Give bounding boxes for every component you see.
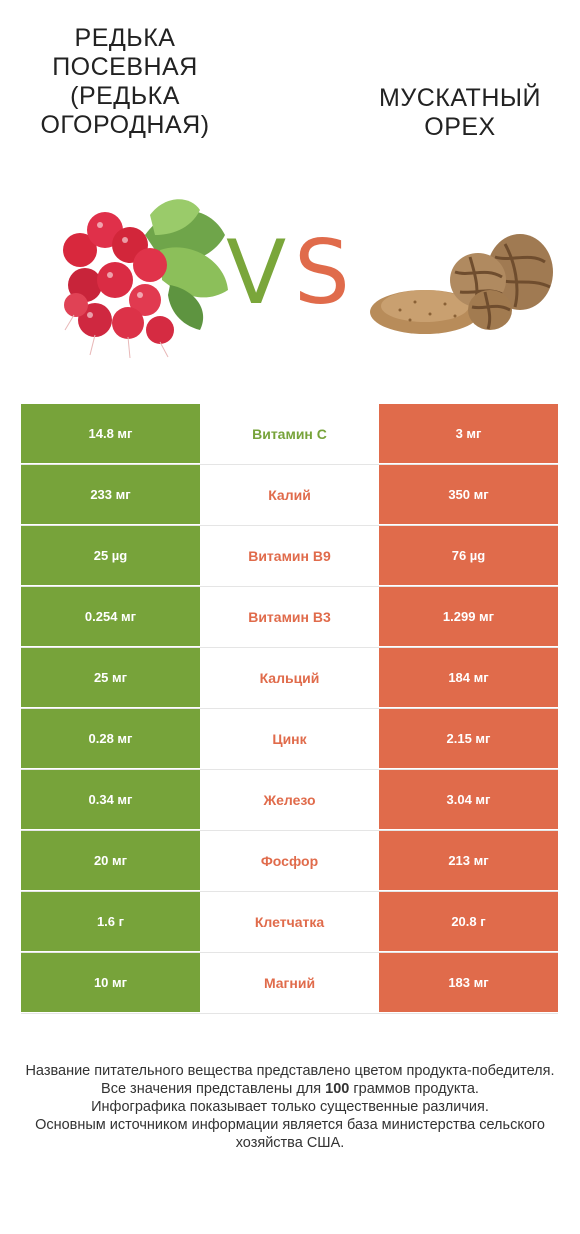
table-row: 20 мг Фосфор 213 мг <box>21 831 558 892</box>
right-value: 3.04 мг <box>379 770 558 829</box>
left-value: 14.8 мг <box>21 404 200 463</box>
footnote-line-2-pre: Все значения представлены для <box>101 1081 326 1097</box>
left-value: 10 мг <box>21 953 200 1012</box>
nutrient-name: Витамин B9 <box>200 526 379 585</box>
left-value: 25 µg <box>21 526 200 585</box>
vs-letter-s: S <box>294 221 350 324</box>
footnote-line-2-post: граммов продукта. <box>349 1081 479 1097</box>
left-value: 0.254 мг <box>21 587 200 646</box>
nutrient-name: Калий <box>200 465 379 524</box>
nutrient-name: Витамин C <box>200 404 379 463</box>
nutrient-name: Цинк <box>200 709 379 768</box>
left-value: 25 мг <box>21 648 200 707</box>
right-value: 2.15 мг <box>379 709 558 768</box>
right-value: 184 мг <box>379 648 558 707</box>
nutrient-name: Витамин B3 <box>200 587 379 646</box>
table-row: 10 мг Магний 183 мг <box>21 953 558 1014</box>
table-row: 233 мг Калий 350 мг <box>21 465 558 526</box>
right-value: 76 µg <box>379 526 558 585</box>
radish-image <box>63 199 228 359</box>
nutmeg-image <box>370 234 553 334</box>
right-product-title: Мускатный орех <box>379 84 541 141</box>
right-value: 350 мг <box>379 465 558 524</box>
left-value: 0.28 мг <box>21 709 200 768</box>
table-row: 25 мг Кальций 184 мг <box>21 648 558 709</box>
left-product-title: Редька посевная (Редька огородная) <box>40 24 210 139</box>
right-value: 213 мг <box>379 831 558 890</box>
nutrient-name: Клетчатка <box>200 892 379 951</box>
vs-letter-v: V <box>226 221 287 324</box>
table-row: 0.34 мг Железо 3.04 мг <box>21 770 558 831</box>
footnote-line-4: Основным источником информации является … <box>35 1117 545 1151</box>
left-value: 20 мг <box>21 831 200 890</box>
table-row: 25 µg Витамин B9 76 µg <box>21 526 558 587</box>
table-row: 0.254 мг Витамин B3 1.299 мг <box>21 587 558 648</box>
footnote-line-3: Инфографика показывает только существенн… <box>91 1099 489 1115</box>
left-value: 1.6 г <box>21 892 200 951</box>
table-row: 0.28 мг Цинк 2.15 мг <box>21 709 558 770</box>
right-value: 183 мг <box>379 953 558 1012</box>
nutrient-name: Фосфор <box>200 831 379 890</box>
table-row: 1.6 г Клетчатка 20.8 г <box>21 892 558 953</box>
footnote-line-2: Все значения представлены для 100 граммо… <box>20 1080 560 1098</box>
left-value: 233 мг <box>21 465 200 524</box>
right-value: 20.8 г <box>379 892 558 951</box>
footnote: Название питательного вещества представл… <box>20 1062 560 1152</box>
nutrient-name: Магний <box>200 953 379 1012</box>
nutrient-name: Железо <box>200 770 379 829</box>
footnote-line-2-amount: 100 <box>325 1081 350 1097</box>
nutrient-name: Кальций <box>200 648 379 707</box>
left-value: 0.34 мг <box>21 770 200 829</box>
right-value: 3 мг <box>379 404 558 463</box>
footnote-line-1: Название питательного вещества представл… <box>25 1063 555 1079</box>
right-value: 1.299 мг <box>379 587 558 646</box>
